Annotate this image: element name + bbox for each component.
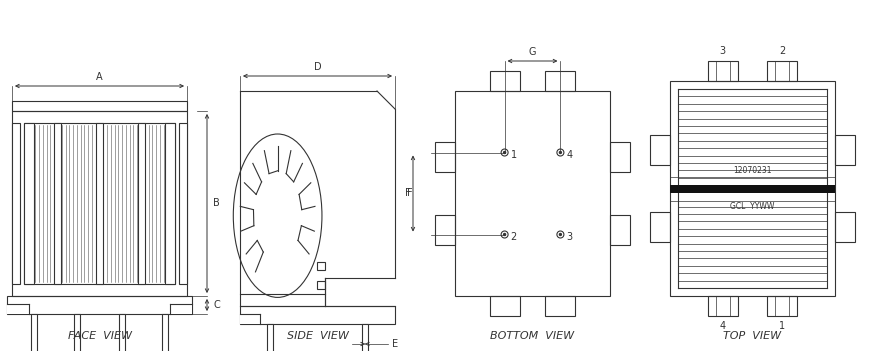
- Bar: [610, 216, 630, 245]
- Bar: [489, 296, 520, 316]
- Text: BOTTOM  VIEW: BOTTOM VIEW: [490, 331, 574, 341]
- Text: D: D: [314, 62, 322, 72]
- Bar: [835, 212, 855, 242]
- Text: FACE  VIEW: FACE VIEW: [67, 331, 132, 341]
- Bar: [650, 212, 670, 242]
- Circle shape: [559, 233, 562, 236]
- Bar: [7, 304, 29, 314]
- Bar: [96, 123, 103, 284]
- Bar: [12, 123, 20, 284]
- Text: SIDE  VIEW: SIDE VIEW: [287, 331, 349, 341]
- Text: 4: 4: [566, 150, 573, 159]
- Text: E: E: [392, 339, 398, 349]
- Bar: [546, 296, 575, 316]
- Bar: [138, 123, 145, 284]
- Text: 2: 2: [780, 46, 785, 56]
- Bar: [12, 111, 187, 296]
- Bar: [317, 281, 325, 289]
- Text: 1: 1: [511, 150, 517, 159]
- Bar: [24, 123, 34, 284]
- Bar: [267, 324, 273, 351]
- Text: B: B: [213, 199, 220, 208]
- Text: C: C: [213, 300, 220, 310]
- Text: 3: 3: [566, 232, 573, 241]
- Text: F: F: [405, 188, 411, 199]
- Bar: [362, 324, 368, 351]
- Text: 12070231: 12070231: [733, 166, 771, 175]
- Bar: [767, 61, 797, 81]
- Bar: [767, 296, 797, 316]
- Text: GCL  YYWW: GCL YYWW: [730, 202, 775, 211]
- Bar: [7, 296, 192, 314]
- Bar: [708, 61, 737, 81]
- Bar: [162, 314, 168, 351]
- Bar: [165, 123, 175, 284]
- Bar: [708, 296, 737, 316]
- Circle shape: [504, 233, 505, 236]
- Text: 4: 4: [719, 321, 726, 331]
- Bar: [435, 216, 455, 245]
- Bar: [12, 101, 187, 111]
- Text: G: G: [529, 47, 536, 57]
- Bar: [24, 123, 175, 284]
- Text: TOP  VIEW: TOP VIEW: [723, 331, 781, 341]
- Bar: [455, 91, 610, 296]
- Bar: [670, 185, 835, 192]
- Bar: [670, 81, 835, 296]
- Bar: [179, 123, 187, 284]
- Text: F: F: [407, 188, 413, 199]
- Bar: [610, 141, 630, 172]
- Bar: [74, 314, 80, 351]
- Bar: [435, 141, 455, 172]
- Bar: [240, 314, 260, 324]
- Bar: [317, 262, 325, 270]
- Bar: [54, 123, 61, 284]
- Circle shape: [504, 152, 505, 153]
- Bar: [119, 314, 125, 351]
- Text: A: A: [96, 72, 103, 82]
- Text: 3: 3: [719, 46, 726, 56]
- Bar: [835, 135, 855, 165]
- Bar: [489, 71, 520, 91]
- Text: 1: 1: [780, 321, 785, 331]
- Circle shape: [559, 152, 562, 153]
- Text: 2: 2: [511, 232, 517, 241]
- Bar: [546, 71, 575, 91]
- Bar: [31, 314, 37, 351]
- Bar: [170, 304, 192, 314]
- Bar: [240, 306, 395, 324]
- Bar: [650, 135, 670, 165]
